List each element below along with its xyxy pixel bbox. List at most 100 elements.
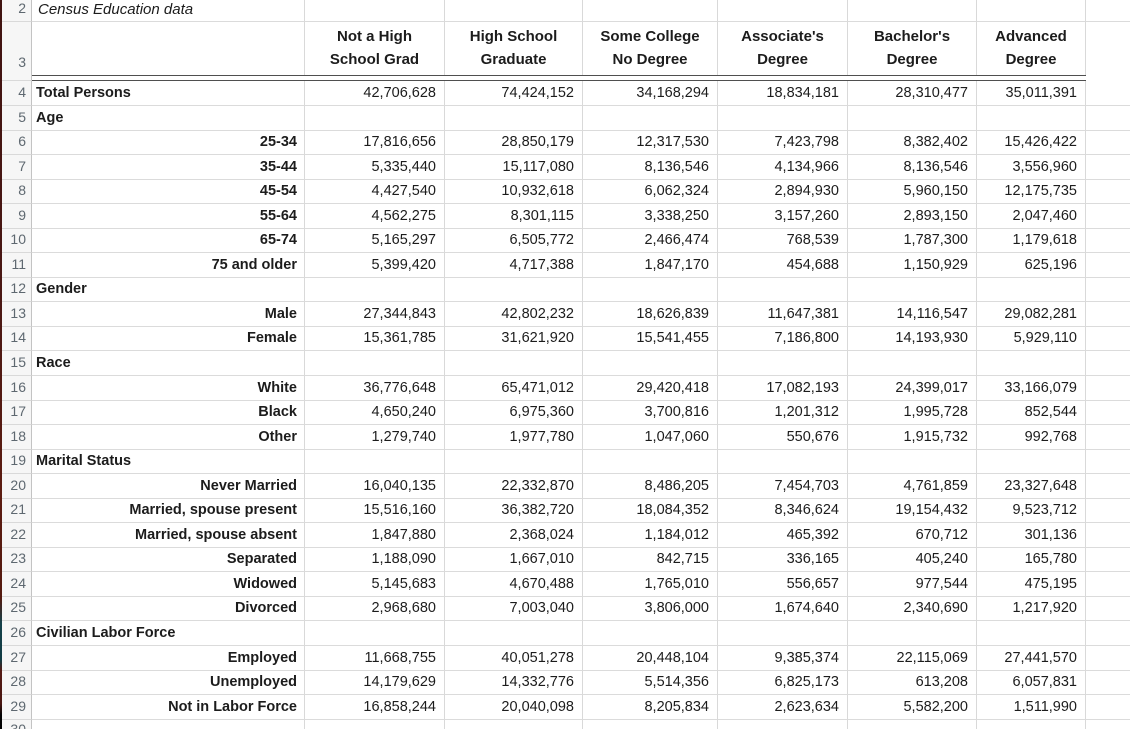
cell-empty[interactable]	[718, 106, 848, 131]
cell-value[interactable]: 992,768	[977, 425, 1086, 450]
cell-empty[interactable]	[1086, 277, 1130, 303]
cell-value[interactable]: 42,802,232	[445, 302, 583, 327]
cell-value[interactable]: 3,157,260	[718, 204, 848, 229]
cell-value[interactable]: 2,623,634	[718, 695, 848, 720]
cell-empty[interactable]	[977, 621, 1086, 647]
cell-value[interactable]: 22,115,069	[848, 646, 977, 671]
row-number[interactable]: 21	[2, 498, 32, 524]
cell-empty[interactable]	[583, 719, 718, 729]
cell-value[interactable]: 15,361,785	[305, 326, 445, 352]
row-label[interactable]: 75 and older	[32, 253, 305, 278]
cell-empty[interactable]	[848, 621, 977, 647]
cell-value[interactable]: 6,057,831	[977, 670, 1086, 696]
cell-value[interactable]: 613,208	[848, 670, 977, 696]
row-number[interactable]: 6	[2, 130, 32, 156]
cell-empty[interactable]	[305, 351, 445, 377]
cell-value[interactable]: 5,582,200	[848, 695, 977, 720]
cell-empty[interactable]	[1086, 228, 1130, 254]
column-header[interactable]: Associate's Degree	[718, 22, 848, 75]
cell-value[interactable]: 842,715	[583, 547, 718, 573]
column-header[interactable]: Not a High School Grad	[305, 22, 445, 75]
cell-value[interactable]: 12,175,735	[977, 179, 1086, 205]
cell-empty[interactable]	[1086, 81, 1130, 106]
cell-value[interactable]: 15,117,080	[445, 155, 583, 180]
cell-value[interactable]: 1,847,880	[305, 523, 445, 548]
cell-value[interactable]: 405,240	[848, 547, 977, 573]
cell-value[interactable]: 6,825,173	[718, 670, 848, 696]
cell-value[interactable]: 4,670,488	[445, 572, 583, 597]
cell-value[interactable]: 1,188,090	[305, 547, 445, 573]
row-label[interactable]: Married, spouse present	[32, 498, 305, 524]
row-number[interactable]: 19	[2, 449, 32, 475]
cell-empty[interactable]	[718, 621, 848, 647]
column-header[interactable]: Bachelor's Degree	[848, 22, 977, 75]
cell-value[interactable]: 8,346,624	[718, 498, 848, 524]
row-number[interactable]: 18	[2, 425, 32, 450]
cell-value[interactable]: 10,932,618	[445, 179, 583, 205]
cell-value[interactable]: 625,196	[977, 253, 1086, 278]
cell-value[interactable]: 8,382,402	[848, 130, 977, 156]
cell-empty[interactable]	[848, 719, 977, 729]
cell-value[interactable]: 8,136,546	[583, 155, 718, 180]
cell-value[interactable]: 29,082,281	[977, 302, 1086, 327]
cell-value[interactable]: 3,556,960	[977, 155, 1086, 180]
row-number[interactable]: 24	[2, 572, 32, 597]
cell-empty[interactable]	[848, 0, 977, 22]
cell-value[interactable]: 3,806,000	[583, 596, 718, 622]
cell-value[interactable]: 2,968,680	[305, 596, 445, 622]
row-number[interactable]: 26	[2, 621, 32, 647]
cell-value[interactable]: 1,279,740	[305, 425, 445, 450]
cell-empty[interactable]	[1086, 376, 1130, 401]
row-label[interactable]: 45-54	[32, 179, 305, 205]
cell-empty[interactable]	[1086, 547, 1130, 573]
cell-empty[interactable]	[848, 449, 977, 475]
cell-empty[interactable]	[305, 719, 445, 729]
row-number[interactable]: 28	[2, 670, 32, 696]
cell-value[interactable]: 2,894,930	[718, 179, 848, 205]
cell-value[interactable]: 35,011,391	[977, 81, 1086, 106]
row-number[interactable]: 9	[2, 204, 32, 229]
cell-empty[interactable]	[305, 621, 445, 647]
cell-value[interactable]: 14,116,547	[848, 302, 977, 327]
cell-empty[interactable]	[718, 277, 848, 303]
cell-empty[interactable]	[1086, 130, 1130, 156]
cell-value[interactable]: 22,332,870	[445, 474, 583, 499]
cell-value[interactable]: 7,003,040	[445, 596, 583, 622]
cell-value[interactable]: 4,650,240	[305, 400, 445, 426]
row-number[interactable]: 25	[2, 596, 32, 622]
cell-value[interactable]: 8,205,834	[583, 695, 718, 720]
row-number[interactable]: 7	[2, 155, 32, 180]
cell-value[interactable]: 556,657	[718, 572, 848, 597]
cell-empty[interactable]	[1086, 572, 1130, 597]
cell-value[interactable]: 74,424,152	[445, 81, 583, 106]
cell-empty[interactable]	[848, 351, 977, 377]
cell-empty[interactable]	[848, 106, 977, 131]
row-number[interactable]: 23	[2, 547, 32, 573]
row-number[interactable]: 14	[2, 326, 32, 352]
row-label[interactable]: Female	[32, 326, 305, 352]
row-label[interactable]: Widowed	[32, 572, 305, 597]
cell-value[interactable]: 17,816,656	[305, 130, 445, 156]
row-label[interactable]: Male	[32, 302, 305, 327]
cell-value[interactable]: 65,471,012	[445, 376, 583, 401]
cell-value[interactable]: 3,700,816	[583, 400, 718, 426]
cell-empty[interactable]	[1086, 302, 1130, 327]
cell-empty[interactable]	[445, 351, 583, 377]
cell-value[interactable]: 8,486,205	[583, 474, 718, 499]
cell-value[interactable]: 9,385,374	[718, 646, 848, 671]
cell-value[interactable]: 40,051,278	[445, 646, 583, 671]
cell-value[interactable]: 1,915,732	[848, 425, 977, 450]
row-number[interactable]: 2	[2, 0, 32, 22]
cell-empty[interactable]	[977, 449, 1086, 475]
section-label[interactable]: Race	[32, 351, 305, 377]
section-label[interactable]: Marital Status	[32, 449, 305, 475]
cell-value[interactable]: 23,327,648	[977, 474, 1086, 499]
cell-empty[interactable]	[1086, 523, 1130, 548]
cell-value[interactable]: 5,514,356	[583, 670, 718, 696]
row-number[interactable]: 3	[2, 22, 32, 75]
cell-value[interactable]: 2,466,474	[583, 228, 718, 254]
cell-empty[interactable]	[1086, 351, 1130, 377]
cell-value[interactable]: 24,399,017	[848, 376, 977, 401]
row-label[interactable]: Employed	[32, 646, 305, 671]
cell-value[interactable]: 6,505,772	[445, 228, 583, 254]
